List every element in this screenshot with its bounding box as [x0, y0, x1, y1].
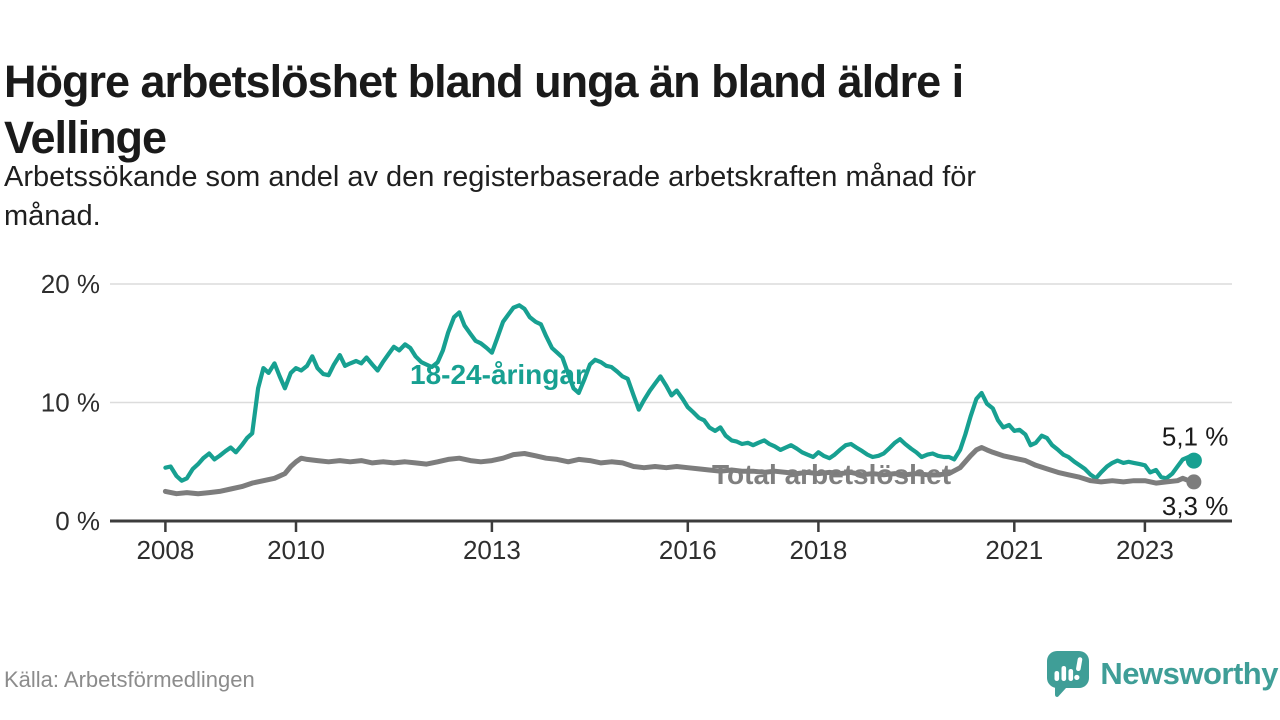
logo-bar-1 — [1054, 671, 1060, 681]
y-tick-label-20: 20 % — [41, 269, 100, 299]
subtitle-line-1: Arbetssökande som andel av den registerb… — [4, 161, 977, 193]
end-value-label-young: 5,1 % — [1162, 422, 1229, 452]
y-tick-label-10: 10 % — [41, 388, 100, 418]
newsworthy-logo-icon — [1047, 651, 1090, 697]
logo-bar-2 — [1061, 666, 1067, 681]
x-tick-label-2023: 2023 — [1116, 535, 1174, 565]
series-line-young — [163, 303, 1197, 483]
series-line-total — [162, 445, 1197, 497]
chart-subtitle: Arbetssökande som andel av den registerb… — [4, 158, 1234, 236]
page-title: Högre arbetslöshet bland unga än bland ä… — [4, 54, 1264, 166]
x-tick-label-2016: 2016 — [659, 535, 717, 565]
series-label-young: 18-24-åringar — [410, 359, 586, 390]
x-tick-label-2010: 2010 — [267, 535, 325, 565]
unemployment-line-chart: 0 % 10 % 20 % 2008 2010 2013 2016 2018 2021 2023 1… — [41, 269, 1232, 565]
title-line-2: Vellinge — [4, 112, 167, 164]
logo-bubble — [1047, 651, 1090, 697]
series-end-dot-young — [1185, 452, 1202, 469]
title-line-1: Högre arbetslöshet bland unga än bland ä… — [4, 56, 964, 108]
series-end-dot-total — [1186, 474, 1202, 490]
x-tick-label-2008: 2008 — [136, 535, 194, 565]
x-tick-label-2021: 2021 — [985, 535, 1043, 565]
newsworthy-brand: Newsworthy — [1046, 646, 1278, 702]
series-label-total: Total arbetslöshet — [712, 459, 951, 490]
logo-bar-3 — [1068, 669, 1074, 681]
brand-name: Newsworthy — [1100, 656, 1278, 691]
end-value-label-total: 3,3 % — [1162, 491, 1229, 521]
subtitle-line-2: månad. — [4, 200, 101, 232]
source-note: Källa: Arbetsförmedlingen — [4, 667, 255, 692]
x-tick-label-2013: 2013 — [463, 535, 521, 565]
x-tick-label-2018: 2018 — [789, 535, 847, 565]
logo-exclamation — [1074, 657, 1083, 681]
y-tick-label-0: 0 % — [55, 506, 100, 536]
